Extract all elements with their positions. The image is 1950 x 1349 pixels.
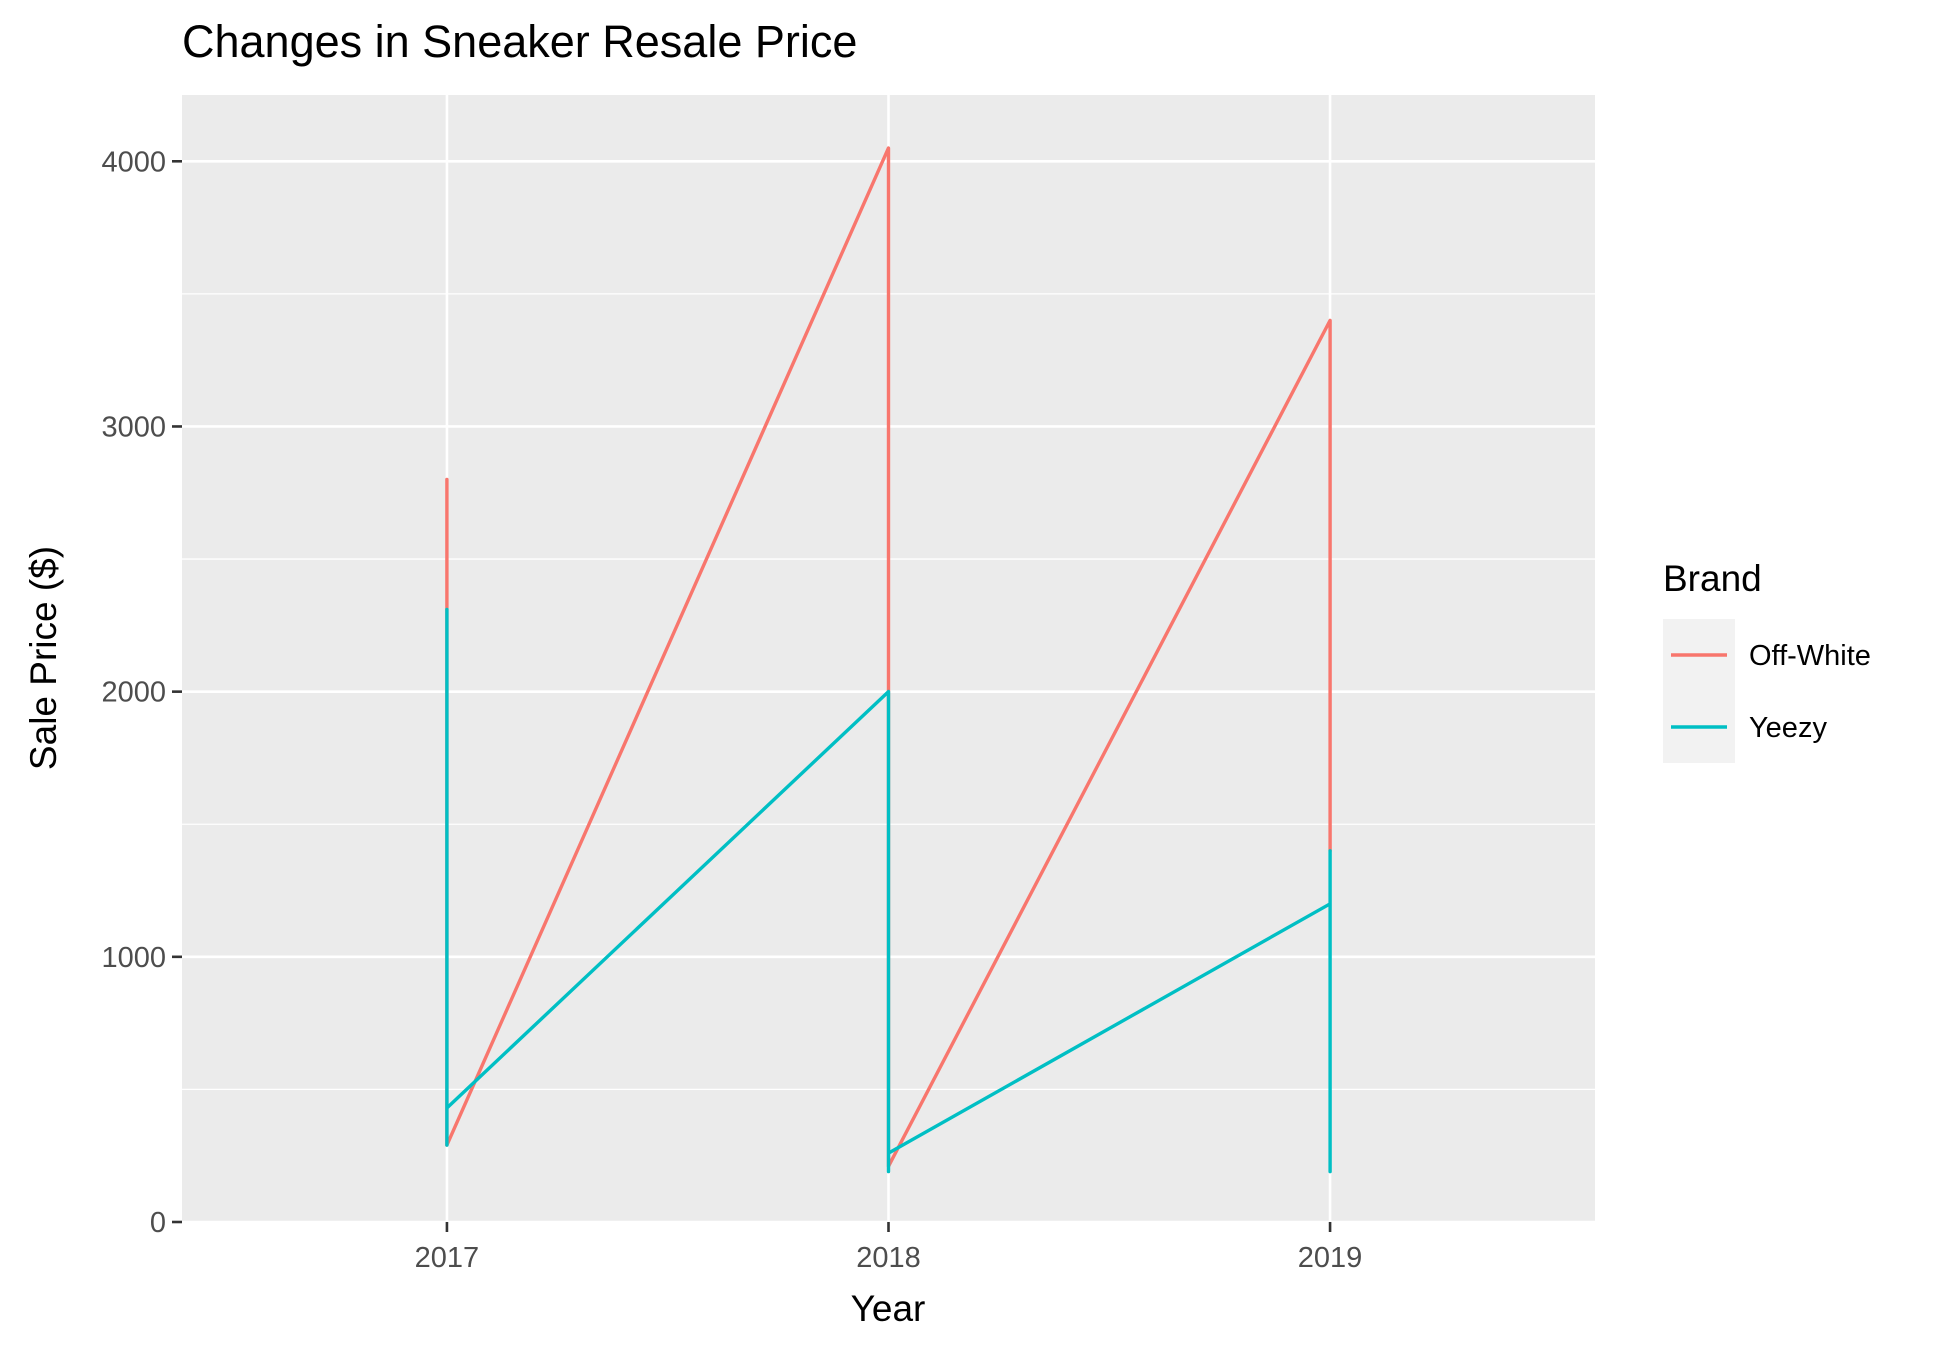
series-line-yeezy bbox=[445, 607, 1332, 1174]
y-tick-label: 1000 bbox=[101, 942, 166, 974]
x-tick-label: 2017 bbox=[415, 1242, 480, 1274]
legend-title: Brand bbox=[1663, 558, 1762, 599]
y-axis: 0 1000 2000 3000 4000 bbox=[101, 146, 182, 1239]
x-axis-title: Year bbox=[851, 1288, 926, 1329]
y-axis-title: Sale Price ($) bbox=[23, 546, 64, 770]
legend: Brand Off-White Yeezy bbox=[1663, 558, 1871, 763]
x-axis: 2017 2018 2019 bbox=[415, 1222, 1363, 1274]
x-tick-label: 2018 bbox=[856, 1242, 921, 1274]
y-tick-label: 4000 bbox=[101, 146, 166, 178]
legend-label-off-white: Off-White bbox=[1749, 640, 1871, 672]
y-tick-label: 2000 bbox=[101, 677, 166, 709]
y-tick-label: 0 bbox=[150, 1207, 166, 1239]
chart-title: Changes in Sneaker Resale Price bbox=[182, 16, 857, 67]
legend-label-yeezy: Yeezy bbox=[1749, 712, 1827, 744]
y-tick-label: 3000 bbox=[101, 411, 166, 443]
series-lines bbox=[445, 146, 1332, 1174]
x-tick-label: 2019 bbox=[1298, 1242, 1363, 1274]
